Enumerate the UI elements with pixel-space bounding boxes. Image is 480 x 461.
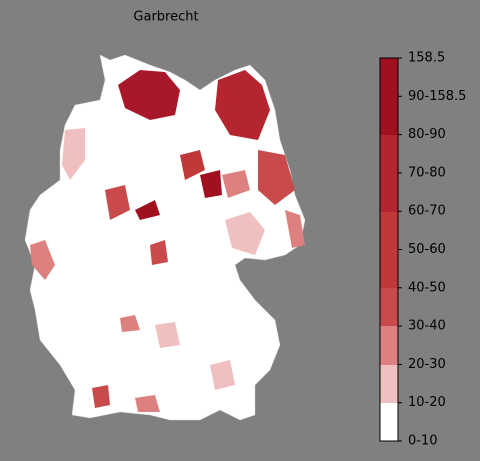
colorbar-tick-label: 80-90 (408, 127, 446, 142)
region (210, 360, 235, 390)
colorbar-tick-label: 70-80 (408, 165, 446, 180)
colorbar-tick-label: 90-158.5 (408, 89, 466, 104)
region (155, 322, 180, 348)
colorbar-tick-label: 158.5 (408, 51, 445, 66)
colorbar-segment (380, 403, 398, 441)
colorbar-tick-label: 30-40 (408, 319, 446, 334)
region (225, 212, 265, 255)
region (150, 240, 168, 265)
region (118, 70, 180, 120)
colorbar-segment (380, 135, 398, 212)
colorbar-tick-label: 40-50 (408, 280, 446, 295)
colorbar-segment (380, 365, 398, 403)
colorbar-tick-label: 10-20 (408, 395, 446, 410)
region (105, 185, 130, 220)
region (285, 210, 305, 248)
region (92, 385, 110, 408)
region (135, 200, 160, 220)
region (120, 315, 140, 332)
colorbar-tick-label: 50-60 (408, 242, 446, 257)
country-outline (24, 54, 306, 421)
colorbar-tick-label: 20-30 (408, 357, 446, 372)
colorbar-tick-label: 60-70 (408, 204, 446, 219)
germany-map (24, 54, 306, 421)
region (222, 170, 250, 198)
colorbar-segment (380, 58, 398, 135)
region (62, 128, 85, 180)
colorbar-segment (380, 212, 398, 288)
colorbar-segment (380, 288, 398, 326)
region (30, 240, 55, 280)
region (135, 395, 160, 412)
region (215, 70, 270, 140)
region (200, 170, 222, 198)
colorbar-segment (380, 326, 398, 365)
colorbar-tick-label: 0-10 (408, 434, 438, 449)
map-title: Garbrecht (133, 10, 198, 25)
colorbar (379, 57, 399, 442)
region (258, 150, 295, 205)
region (180, 150, 205, 180)
